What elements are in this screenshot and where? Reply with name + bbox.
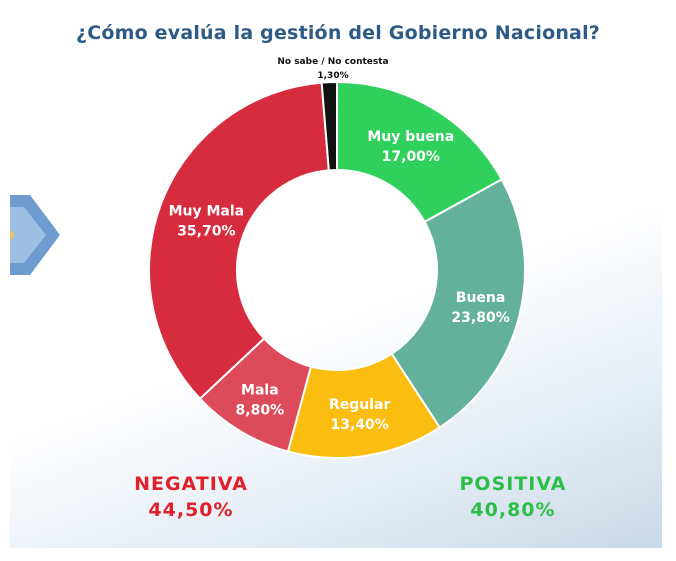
slice-label-regular: Regular xyxy=(329,397,391,413)
summary-negativa-value: 44,50% xyxy=(148,499,234,521)
slice-value-no-sabe-no-contesta: 1,30% xyxy=(317,71,348,81)
chart-title: ¿Cómo evalúa la gestión del Gobierno Nac… xyxy=(75,22,601,44)
slice-muy-buena xyxy=(336,80,504,224)
slice-label-mala: Mala xyxy=(241,383,279,399)
slice-no-sabe-no-contesta xyxy=(320,80,338,172)
slice-value-muy-mala: 35,70% xyxy=(177,224,235,240)
slice-muy-mala xyxy=(148,81,330,401)
summary-positiva-value: 40,80% xyxy=(470,499,556,521)
slice-value-buena: 23,80% xyxy=(451,310,509,326)
slice-label-muy-buena: Muy buena xyxy=(367,129,454,145)
slice-label-buena: Buena xyxy=(456,290,506,306)
slice-buena xyxy=(390,178,526,429)
summary-positiva-label: POSITIVA xyxy=(459,473,567,495)
summary-negativa-label: NEGATIVA xyxy=(134,473,248,495)
decor-chevron-icon xyxy=(10,195,60,275)
slice-value-mala: 8,80% xyxy=(236,403,285,419)
summary-negativa: NEGATIVA 44,50% xyxy=(96,473,286,521)
slice-value-regular: 13,40% xyxy=(331,417,389,433)
slice-value-muy-buena: 17,00% xyxy=(382,149,440,165)
slice-label-muy-mala: Muy Mala xyxy=(169,204,245,220)
slice-label-no-sabe-no-contesta: No sabe / No contesta xyxy=(277,57,388,67)
summary-positiva: POSITIVA 40,80% xyxy=(418,473,608,521)
